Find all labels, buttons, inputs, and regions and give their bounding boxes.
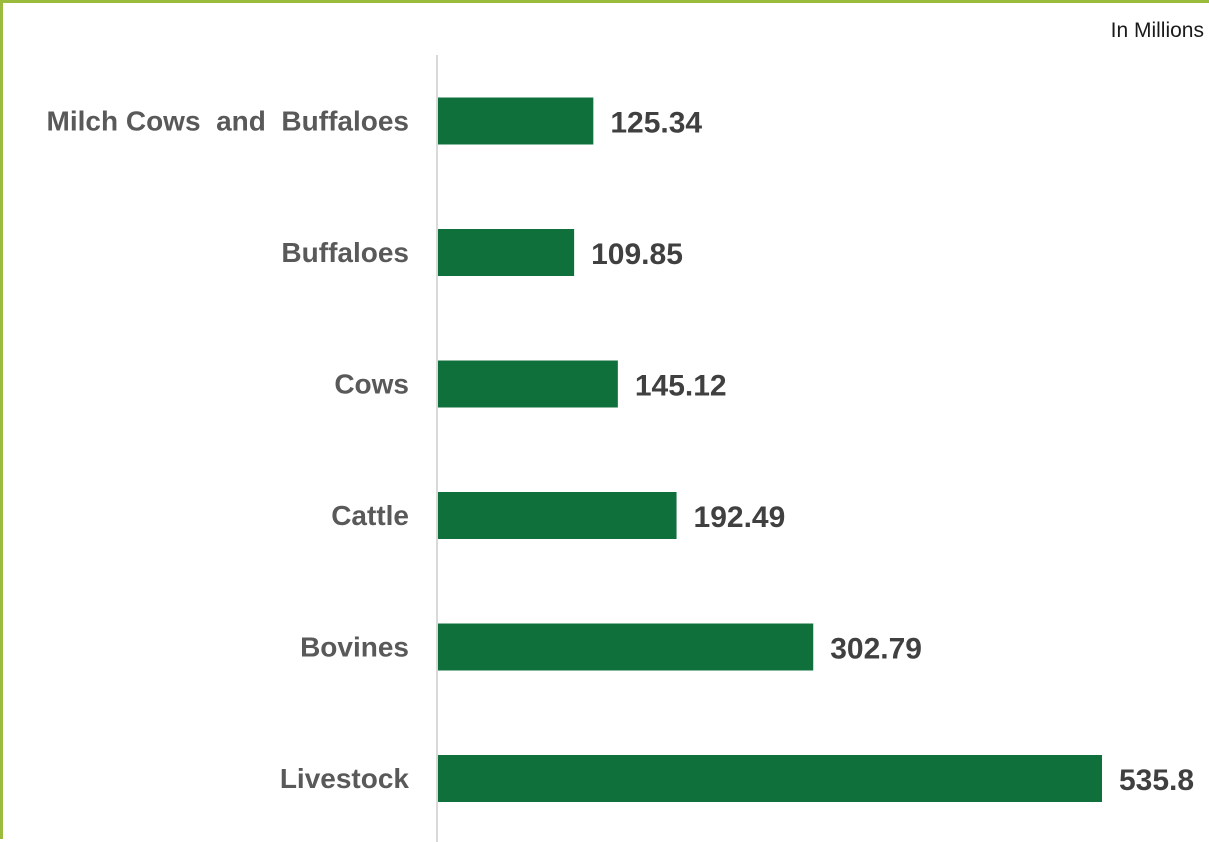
bar — [438, 229, 575, 276]
unit-note: In Millions — [1110, 19, 1204, 42]
bar — [438, 623, 814, 671]
category-label: Cows — [334, 369, 409, 400]
bar-chart: Milch Cows and Buffaloes 125.34 Buffaloes 1… — [47, 55, 1194, 842]
value-label: 125.34 — [610, 107, 702, 140]
value-label: 302.79 — [830, 633, 922, 666]
category-label: Livestock — [280, 763, 410, 794]
category-label: Buffaloes — [281, 237, 409, 268]
value-label: 192.49 — [694, 501, 786, 534]
bar — [438, 755, 1102, 802]
category-label: Bovines — [300, 632, 409, 663]
category-label: Cattle — [331, 500, 409, 531]
value-label: 109.85 — [591, 238, 683, 271]
bar — [438, 492, 677, 539]
value-label: 535.8 — [1119, 764, 1194, 797]
bar — [438, 97, 594, 145]
value-label: 145.12 — [635, 370, 727, 403]
category-label: Milch Cows and Buffaloes — [47, 106, 409, 137]
bar — [438, 360, 618, 408]
